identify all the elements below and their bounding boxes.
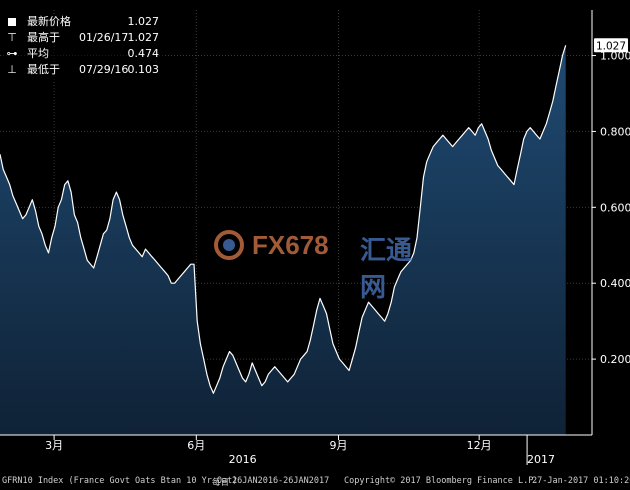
- legend-value-last: 1.027: [127, 15, 160, 28]
- year-label: 2016: [229, 453, 257, 466]
- x-tick-label: 12月: [467, 439, 492, 452]
- legend-date-high: 01/26/17: [79, 31, 129, 44]
- low-marker-icon: ⊥: [7, 63, 17, 76]
- axes: 0.200 0.400 0.600 0.800 1.000 3月 6月 9月 12月 2016 20…: [0, 10, 630, 466]
- footer-copyright: Copyright© 2017 Bloomberg Finance L.P.: [344, 476, 539, 486]
- square-icon: [5, 14, 19, 31]
- legend-value-high: 1.027: [127, 31, 160, 44]
- footer-index-label: GFRN10 Index (France Govt Oats Btan 10 Y…: [2, 476, 238, 486]
- y-tick-label: 0.800: [600, 125, 630, 138]
- legend-date-low: 07/29/16: [79, 63, 129, 76]
- legend-row-avg: ⊶ 平均 0.474: [3, 46, 163, 62]
- legend-value-avg: 0.474: [127, 47, 160, 60]
- legend-row-high: ⊤ 最高于 01/26/17 1.027: [3, 30, 163, 46]
- x-tick-label: 6月: [187, 439, 205, 452]
- legend-label-avg: 平均: [27, 47, 49, 60]
- y-tick-label: 1.000: [600, 50, 630, 63]
- legend-label-low: 最低于: [27, 63, 60, 76]
- high-marker-icon: ⊤: [7, 31, 17, 44]
- footer: GFRN10 Index (France Govt Oats Btan 10 Y…: [0, 472, 630, 490]
- x-tick-label: 9月: [330, 439, 348, 452]
- footer-frequency: 每日: [212, 478, 230, 488]
- series-line-group: [0, 45, 567, 394]
- x-tick-label: 3月: [45, 439, 63, 452]
- legend: 最新价格 1.027 ⊤ 最高于 01/26/17 1.027 ⊶ 平均 0.4…: [3, 14, 163, 80]
- series-line: [0, 45, 567, 394]
- legend-label-last: 最新价格: [27, 15, 71, 28]
- legend-value-low: 0.103: [127, 63, 160, 76]
- y-tick-label: 0.200: [600, 353, 630, 366]
- y-tick-label: 0.400: [600, 277, 630, 290]
- footer-timestamp: 27-Jan-2017 01:10:20: [532, 476, 630, 486]
- legend-row-low: ⊥ 最低于 07/29/16 0.103: [3, 62, 163, 78]
- last-value-tag-bg: [594, 38, 628, 53]
- last-value-tag: 1.027: [596, 40, 626, 52]
- year-label: 2017: [527, 453, 555, 466]
- legend-row-last: 最新价格 1.027: [3, 14, 163, 30]
- series-area: [0, 45, 566, 436]
- average-marker-icon: ⊶: [6, 47, 18, 60]
- y-tick-label: 0.600: [600, 201, 630, 214]
- footer-range: 26JAN2016-26JAN2017: [232, 476, 330, 486]
- legend-label-high: 最高于: [27, 31, 60, 44]
- series-area-fill: [0, 45, 566, 436]
